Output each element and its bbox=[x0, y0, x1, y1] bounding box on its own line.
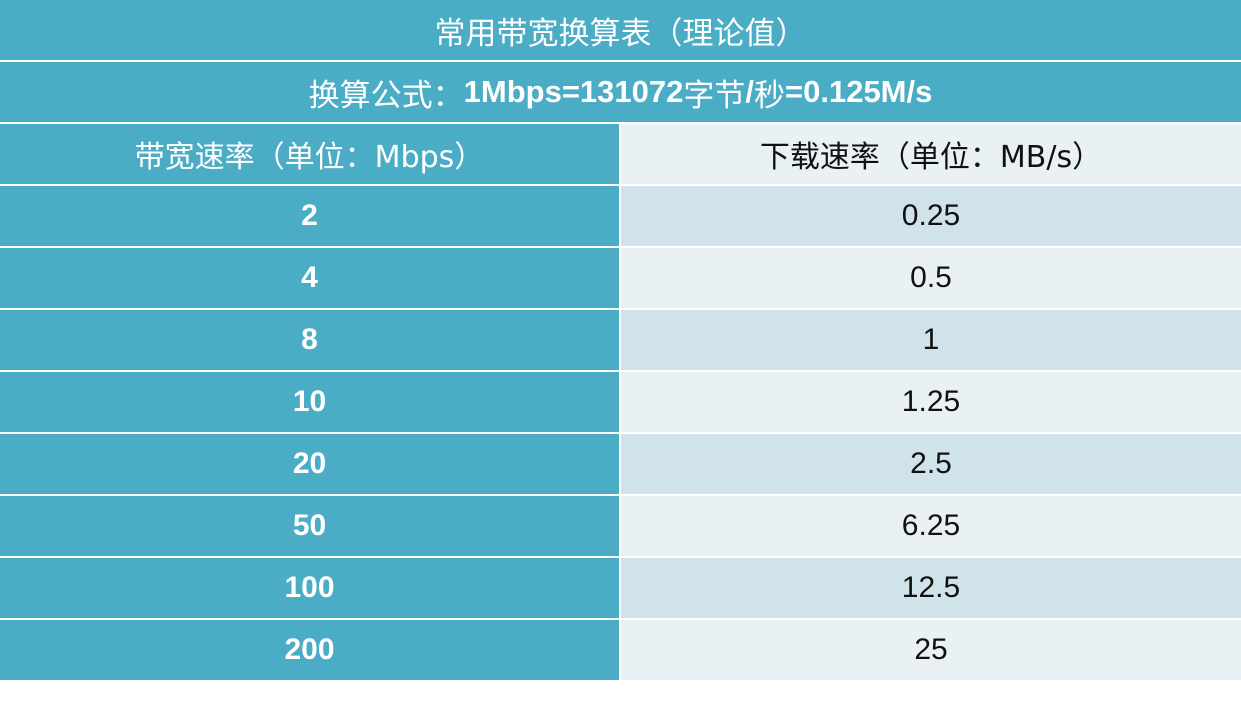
table-row: 50 6.25 bbox=[0, 496, 1241, 556]
table-row: 200 25 bbox=[0, 620, 1241, 680]
bandwidth-cell: 50 bbox=[0, 496, 619, 556]
title-row: 常用带宽换算表（理论值） bbox=[0, 0, 1241, 60]
bandwidth-cell: 20 bbox=[0, 434, 619, 494]
download-cell: 6.25 bbox=[621, 496, 1241, 556]
formula-expr-2: / bbox=[745, 74, 754, 109]
formula-prefix: 换算公式： bbox=[308, 77, 464, 114]
download-cell: 12.5 bbox=[621, 558, 1241, 618]
download-cell: 0.5 bbox=[621, 248, 1241, 308]
formula-row: 换算公式： 1Mbps=131072 字节 / 秒 =0.125M/s bbox=[0, 62, 1241, 122]
formula-expr-1: 1Mbps=131072 bbox=[463, 74, 684, 109]
bandwidth-cell: 10 bbox=[0, 372, 619, 432]
download-cell: 0.25 bbox=[621, 186, 1241, 246]
formula-expr-3: =0.125M/s bbox=[785, 74, 933, 109]
table-row: 20 2.5 bbox=[0, 434, 1241, 494]
table-row: 100 12.5 bbox=[0, 558, 1241, 618]
table-row: 8 1 bbox=[0, 310, 1241, 370]
bandwidth-cell: 4 bbox=[0, 248, 619, 308]
column-header-bandwidth: 带宽速率（单位：Mbps） bbox=[0, 124, 619, 184]
column-header-download: 下载速率（单位：MB/s） bbox=[621, 124, 1241, 184]
table-row: 10 1.25 bbox=[0, 372, 1241, 432]
column-header-row: 带宽速率（单位：Mbps） 下载速率（单位：MB/s） bbox=[0, 124, 1241, 184]
bandwidth-cell: 200 bbox=[0, 620, 619, 680]
formula-unit-1: 字节 bbox=[683, 77, 746, 114]
bandwidth-cell: 100 bbox=[0, 558, 619, 618]
formula-unit-2: 秒 bbox=[754, 77, 785, 114]
bandwidth-conversion-table: 常用带宽换算表（理论值） 换算公式： 1Mbps=131072 字节 / 秒 =0.125… bbox=[0, 0, 1241, 680]
table-title: 常用带宽换算表（理论值） bbox=[0, 0, 1241, 60]
table-row: 4 0.5 bbox=[0, 248, 1241, 308]
download-cell: 1.25 bbox=[621, 372, 1241, 432]
download-cell: 25 bbox=[621, 620, 1241, 680]
conversion-formula: 换算公式： 1Mbps=131072 字节 / 秒 =0.125M/s bbox=[0, 62, 1241, 122]
bandwidth-cell: 2 bbox=[0, 186, 619, 246]
table-row: 2 0.25 bbox=[0, 186, 1241, 246]
bandwidth-cell: 8 bbox=[0, 310, 619, 370]
download-cell: 2.5 bbox=[621, 434, 1241, 494]
download-cell: 1 bbox=[621, 310, 1241, 370]
